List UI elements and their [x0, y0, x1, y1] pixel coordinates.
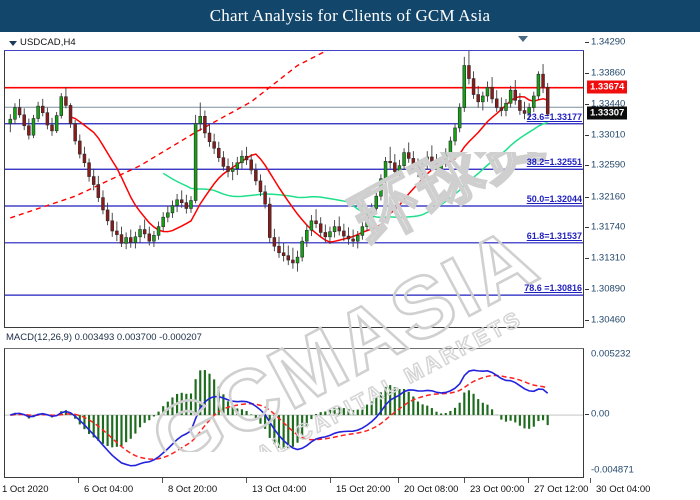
chevron-down-icon[interactable] [9, 41, 17, 46]
time-axis-separator [330, 478, 331, 483]
macd-axis: 0.005232 0.00 -0.004871 [585, 348, 700, 478]
time-axis-separator [590, 478, 591, 483]
price-axis-tick-label: 1.30460 [591, 314, 626, 326]
axis-tick-mark [585, 42, 589, 43]
symbol-name: USDCAD,H4 [20, 37, 76, 48]
price-axis-tick-label: 1.32160 [591, 191, 626, 203]
axis-tick-mark [585, 134, 589, 136]
axis-tick-mark [585, 414, 589, 416]
chart-top-marker-icon [518, 36, 528, 42]
macd-legend: MACD(12,26,9) 0.003493 0.003700 -0.00020… [6, 332, 202, 343]
price-axis-tick-label: 1.31310 [591, 252, 626, 264]
chart-container: GCMASIA GLOBAL CAPITAL MARKETS 环球资本 USDC… [0, 32, 700, 500]
macd-chart-panel[interactable] [4, 348, 584, 478]
price-axis-tick-label: 1.33440 [591, 98, 626, 110]
time-axis-separator [162, 478, 163, 483]
time-axis-separator [464, 478, 465, 483]
time-axis-tick-label: 15 Oct 20:00 [336, 484, 391, 495]
time-axis-separator [246, 478, 247, 483]
axis-tick-mark [585, 288, 589, 290]
axis-tick-mark [585, 227, 589, 229]
time-axis-tick-label: 1 Oct 2020 [2, 484, 49, 495]
bid-price-tag: 1.33307 [587, 106, 628, 120]
price-axis-tick-label: 1.32590 [591, 159, 626, 171]
time-axis-separator [528, 478, 529, 483]
price-axis-tick-label: 1.31740 [591, 221, 626, 233]
time-axis-tick-label: 8 Oct 20:00 [168, 484, 218, 495]
header-bar: Chart Analysis for Clients of GCM Asia [0, 0, 700, 32]
price-axis-tick-label: 1.34290 [591, 36, 626, 48]
time-axis-tick-label: 23 Oct 00:00 [470, 484, 525, 495]
time-axis-separator [78, 478, 79, 483]
axis-tick-mark [585, 258, 589, 260]
price-axis: 1.34290 1.33860 1.33440 1.33010 1.32590 1.321… [585, 36, 700, 328]
time-axis-tick-label: 20 Oct 08:00 [404, 484, 459, 495]
time-axis: 1 Oct 2020 6 Oct 04:00 8 Oct 20:00 13 Oct 0… [0, 478, 700, 500]
price-axis-tick-label: 1.33010 [591, 129, 626, 141]
macd-plot-svg [5, 369, 583, 467]
symbol-label-bar[interactable]: USDCAD,H4 [4, 36, 584, 51]
price-chart-panel[interactable] [4, 36, 584, 328]
time-axis-tick-label: 30 Oct 04:00 [596, 484, 651, 495]
page-title: Chart Analysis for Clients of GCM Asia [209, 6, 491, 25]
time-axis-tick-label: 13 Oct 04:00 [252, 484, 307, 495]
ask-price-tag: 1.33674 [587, 80, 628, 94]
axis-tick-mark [585, 165, 589, 167]
time-axis-tick-label: 27 Oct 12:00 [534, 484, 589, 495]
axis-tick-mark [585, 103, 589, 105]
axis-tick-mark [585, 73, 589, 75]
axis-tick-mark [585, 196, 589, 198]
macd-axis-tick-label: 0.005232 [591, 348, 631, 360]
price-plot-svg [5, 45, 583, 296]
price-axis-tick-label: 1.30890 [591, 283, 626, 295]
macd-axis-tick-label: -0.004871 [591, 464, 634, 476]
time-axis-tick-label: 6 Oct 04:00 [84, 484, 134, 495]
price-axis-tick-label: 1.33860 [591, 67, 626, 79]
axis-tick-mark [585, 320, 589, 321]
time-axis-separator [398, 478, 399, 483]
macd-axis-tick-label: 0.00 [591, 408, 610, 420]
